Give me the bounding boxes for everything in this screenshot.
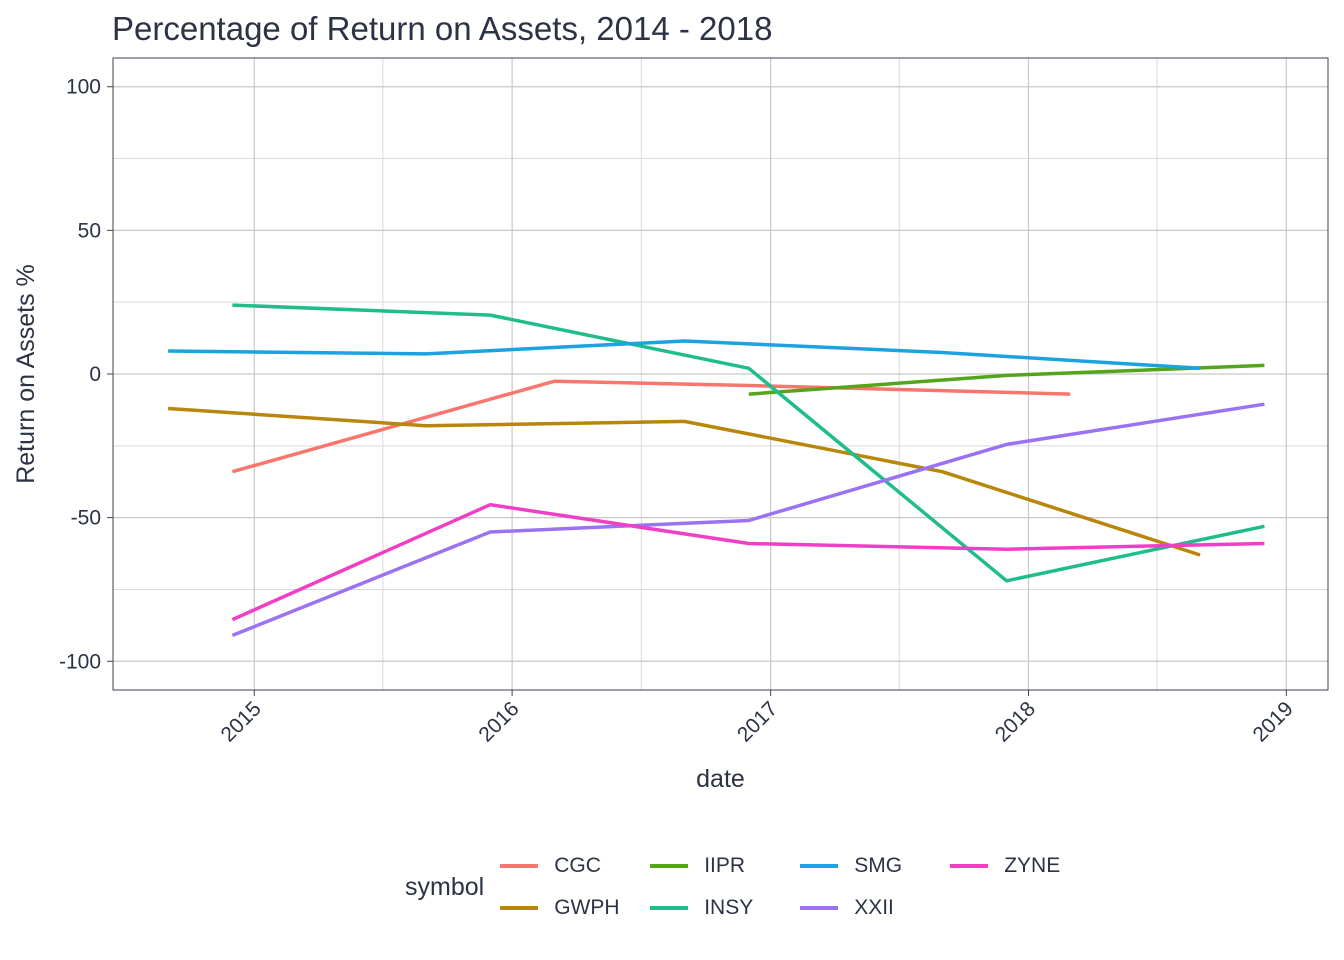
legend-item-gwph: GWPH (500, 887, 650, 929)
series-lines (167, 303, 1265, 638)
series-line-smg (168, 339, 1201, 371)
major-gridlines (113, 58, 1328, 690)
x-tick-label: 2017 (733, 697, 782, 746)
series-line-gwph (167, 406, 1201, 557)
legend-label: ZYNE (1004, 854, 1061, 877)
legend-key (650, 864, 689, 868)
legend-item-cgc: CGC (500, 845, 650, 887)
series-line-insy (232, 303, 1265, 583)
legend-key (950, 864, 989, 868)
legend-item-insy: INSY (650, 887, 800, 929)
y-tick-label: 100 (66, 76, 101, 99)
y-tick-label: -100 (59, 650, 101, 673)
y-axis-ticks: 100 50 0 -50 -100 (59, 76, 113, 673)
series-line-cgc (231, 379, 1071, 474)
x-tick-label: 2019 (1249, 697, 1298, 746)
series-line-zyne (231, 502, 1265, 622)
x-axis-title: date (696, 765, 745, 793)
legend-label: CGC (554, 854, 601, 877)
legend-key (800, 906, 839, 910)
legend-item-xxii: XXII (800, 887, 950, 929)
legend-items: CGC GWPH IIPR INSY SMG XXII ZYNE (500, 845, 1100, 929)
legend-key (800, 864, 839, 868)
y-tick-label: 0 (89, 363, 101, 386)
x-tick-label: 2015 (217, 697, 266, 746)
y-tick-label: 50 (78, 219, 101, 242)
chart-title: Percentage of Return on Assets, 2014 - 2… (112, 10, 773, 47)
legend-label: IIPR (704, 854, 746, 877)
legend-key (500, 864, 539, 868)
legend-key (650, 906, 689, 910)
x-axis-ticks: 2015 2016 2017 2018 2019 (217, 690, 1298, 747)
legend-label: GWPH (554, 896, 620, 919)
minor-gridlines (113, 58, 1328, 690)
legend-item-iipr: IIPR (650, 845, 800, 887)
legend-item-zyne: ZYNE (950, 845, 1100, 887)
y-tick-label: -50 (71, 507, 101, 530)
x-tick-label: 2016 (474, 697, 523, 746)
x-tick-label: 2018 (991, 697, 1040, 746)
series-line-xxii (231, 402, 1265, 638)
series-line-iipr (748, 363, 1265, 396)
legend-label: XXII (854, 896, 894, 919)
legend-label: SMG (854, 854, 903, 877)
legend-item-smg: SMG (800, 845, 950, 887)
legend-title: symbol (405, 872, 485, 901)
legend-key (500, 906, 539, 910)
legend: symbol CGC GWPH IIPR INSY SMG XXII ZYNE (405, 845, 1100, 929)
y-axis-title: Return on Assets % (12, 264, 40, 484)
legend-label: INSY (704, 896, 754, 919)
